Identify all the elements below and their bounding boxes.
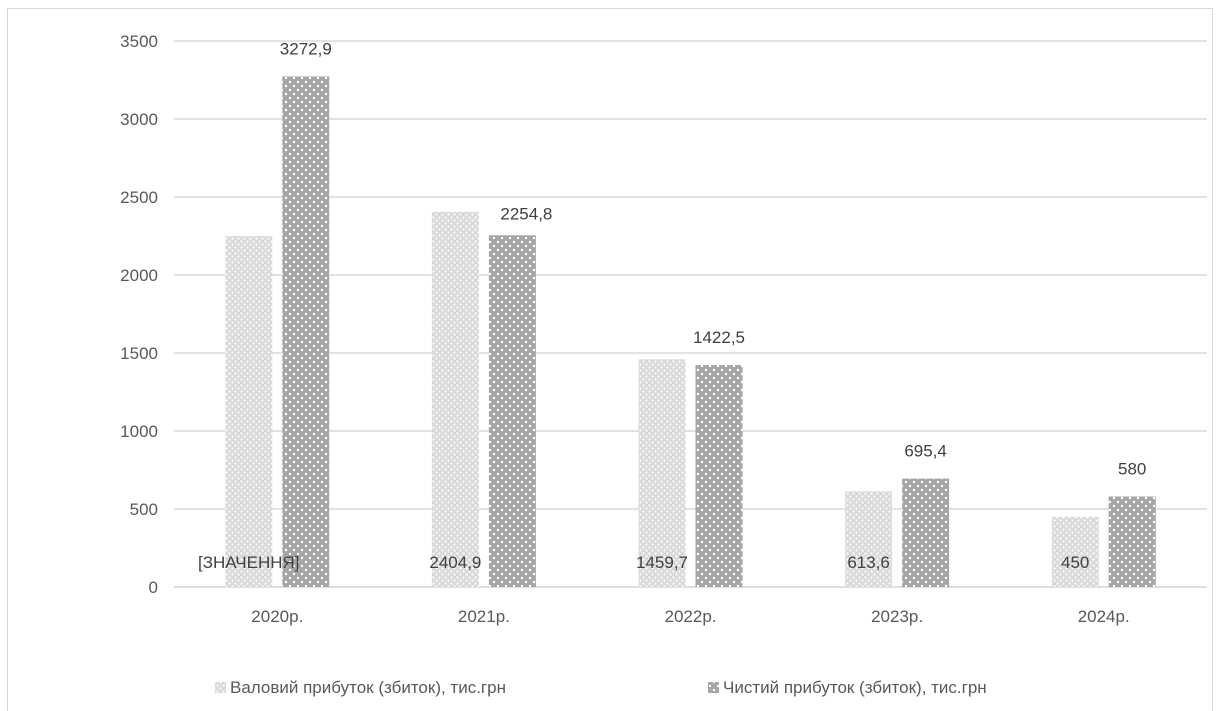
data-label-gross-2020р.: [ЗНАЧЕННЯ]	[198, 553, 300, 572]
y-tick-label-1000: 1000	[120, 422, 158, 441]
data-labels: [ЗНАЧЕННЯ] 3272,9 2404,9 2254,8 1459,7 1422,5…	[198, 39, 1146, 572]
data-label-gross-2021р.: 2404,9	[429, 553, 481, 572]
gridlines	[174, 40, 1207, 588]
y-tick-label-1500: 1500	[120, 344, 158, 363]
x-axis-tick-labels: 2020р. 2021р. 2022р. 2023р. 2024р.	[251, 607, 1129, 626]
y-tick-label-3000: 3000	[120, 110, 158, 129]
y-tick-label-3500: 3500	[120, 32, 158, 51]
bars	[225, 76, 1156, 587]
bar-net-2024р.	[1108, 496, 1156, 587]
data-label-gross-2023р.: 613,6	[847, 553, 890, 572]
bar-net-2020р.	[282, 76, 330, 587]
x-tick-label-2024р.: 2024р.	[1078, 607, 1130, 626]
data-label-net-2024р.: 580	[1118, 460, 1146, 479]
x-tick-label-2023р.: 2023р.	[871, 607, 923, 626]
y-tick-label-500: 500	[130, 500, 158, 519]
data-label-net-2021р.: 2254,8	[500, 204, 552, 223]
bar-gross-2023р.	[845, 491, 893, 587]
data-label-net-2020р.: 3272,9	[280, 39, 332, 58]
data-label-net-2023р.: 695,4	[904, 442, 947, 461]
legend-swatch-net	[708, 682, 719, 693]
y-tick-label-2500: 2500	[120, 188, 158, 207]
data-label-gross-2022р.: 1459,7	[636, 553, 688, 572]
bar-net-2022р.	[695, 365, 743, 587]
bar-gross-2021р.	[431, 211, 479, 587]
bar-net-2021р.	[488, 235, 536, 587]
bar-net-2023р.	[902, 478, 950, 587]
chart-frame	[7, 8, 1213, 711]
x-tick-label-2020р.: 2020р.	[251, 607, 303, 626]
bar-gross-2022р.	[638, 359, 686, 587]
x-tick-label-2022р.: 2022р.	[665, 607, 717, 626]
legend-swatch-gross	[215, 682, 226, 693]
y-tick-label-0: 0	[149, 578, 158, 597]
y-tick-label-2000: 2000	[120, 266, 158, 285]
legend: Валовий прибуток (збиток), тис.грн Чистий…	[215, 678, 987, 697]
data-label-gross-2024р.: 450	[1061, 553, 1089, 572]
bar-gross-2020р.	[225, 236, 273, 587]
legend-label-gross: Валовий прибуток (збиток), тис.грн	[230, 678, 506, 697]
x-tick-label-2021р.: 2021р.	[458, 607, 510, 626]
y-axis-tick-labels: 0 500 1000 1500 2000 2500 3000 3500	[120, 32, 158, 597]
bar-gross-2024р.	[1051, 516, 1099, 587]
legend-label-net: Чистий прибуток (збиток), тис.грн	[723, 678, 987, 697]
data-label-net-2022р.: 1422,5	[693, 328, 745, 347]
